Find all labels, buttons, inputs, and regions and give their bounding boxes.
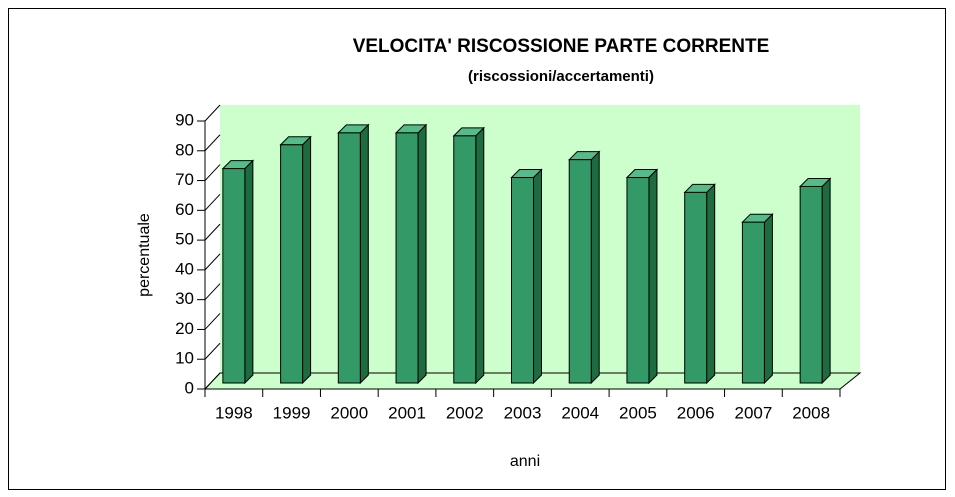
bar-side [359, 123, 369, 385]
bar-side [821, 177, 831, 385]
y-tick-label: 80 [175, 140, 194, 159]
bar-side [475, 126, 485, 385]
x-tick-label: 1998 [215, 403, 253, 422]
y-tick-depth [204, 134, 221, 152]
x-tick-label: 2008 [792, 403, 830, 422]
y-tick-label: 90 [175, 110, 194, 129]
bar [568, 159, 592, 384]
bar [511, 177, 534, 384]
y-tick-depth [204, 253, 221, 271]
bar [626, 177, 650, 384]
x-tick-label: 2000 [330, 403, 368, 422]
chart-title: VELOCITA' RISCOSSIONE PARTE CORRENTE [353, 36, 770, 57]
y-tick-depth [204, 342, 221, 360]
y-tick-label: 20 [175, 319, 194, 338]
x-tick-label: 2007 [734, 403, 772, 422]
x-tick-label: 2004 [561, 403, 599, 422]
y-tick-label: 30 [175, 289, 194, 308]
bar-side [763, 212, 773, 385]
bar-side [706, 183, 716, 385]
x-tick-label: 1999 [273, 403, 311, 422]
bar-side [244, 159, 254, 385]
bar-side [590, 150, 600, 385]
y-tick-depth [204, 372, 221, 390]
bar-side [417, 123, 427, 385]
y-tick-depth [204, 313, 221, 330]
y-tick-depth [204, 223, 221, 241]
bar [337, 132, 361, 384]
y-tick-depth [204, 104, 221, 122]
bar [395, 132, 419, 384]
bar [799, 185, 823, 384]
x-tick-label: 2002 [446, 403, 484, 422]
bar-side [533, 168, 542, 385]
bar [222, 168, 246, 384]
bar [684, 191, 708, 384]
bar [280, 144, 304, 384]
y-tick-label: 40 [175, 259, 194, 278]
y-tick-label: 60 [175, 200, 194, 219]
bar-side [648, 168, 658, 385]
bar-side [302, 135, 312, 385]
y-tick-depth [204, 193, 221, 211]
y-tick-label: 50 [175, 230, 194, 249]
y-tick-depth [204, 283, 221, 301]
y-tick-label: 0 [185, 378, 194, 397]
y-tick-label: 70 [175, 170, 194, 189]
y-axis-label: percentuale [136, 213, 153, 297]
x-axis-label: anni [510, 453, 540, 470]
bar [453, 135, 477, 384]
y-tick-depth [204, 164, 221, 181]
y-tick-label: 10 [175, 349, 194, 368]
chart-subtitle: (riscossioni/accertamenti) [468, 68, 654, 85]
x-tick-label: 2001 [388, 403, 426, 422]
x-tick-label: 2005 [619, 403, 657, 422]
bar [741, 221, 765, 384]
x-tick-label: 2006 [677, 403, 715, 422]
x-tick-label: 2003 [504, 403, 542, 422]
